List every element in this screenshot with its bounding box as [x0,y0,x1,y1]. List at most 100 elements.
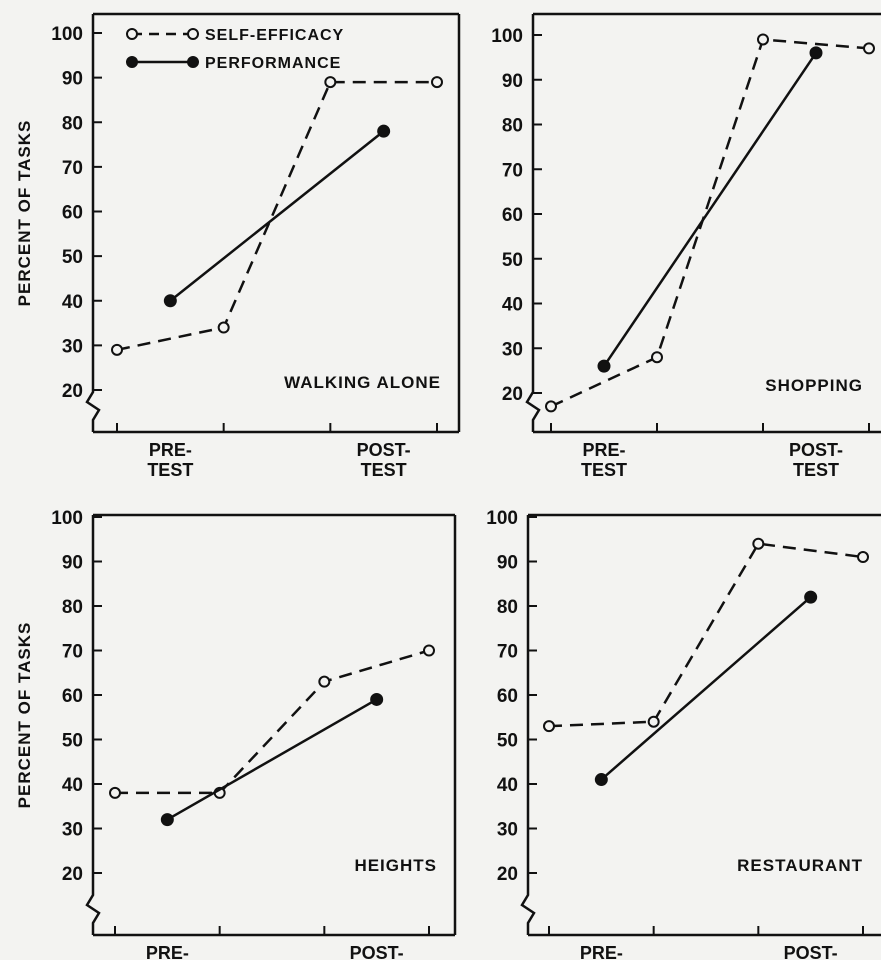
x-tick-label-bottom: TEST [581,460,627,480]
performance-point [804,590,818,604]
y-tick-label: 40 [62,292,83,313]
y-tick-label: 40 [502,295,523,316]
self-efficacy-point [111,343,123,356]
x-tick-label-top: POST- [784,943,838,960]
legend-label: SELF-EFFICACY [205,27,344,44]
legend-performance-marker [126,56,138,68]
self-efficacy-point [857,551,869,564]
chart-panel-4: 2030405060708090100PRE-TESTPOST-TESTREST… [486,508,881,960]
y-tick-label: 90 [62,69,83,90]
self-efficacy-point [863,42,875,55]
y-tick-label: 70 [502,160,523,181]
y-axis-label: PERCENT OF TASKS [15,622,34,809]
performance-line [166,698,378,821]
y-tick-label: 80 [62,597,83,618]
x-tick-label-top: PRE- [149,440,192,460]
y-tick-label: 100 [486,508,518,529]
chart-panel-1: 2030405060708090100PRE-TESTPOST-TESTPERC… [15,12,461,480]
y-tick-label: 60 [62,686,83,707]
y-tick-label: 30 [62,336,83,357]
y-tick-label: 80 [497,597,518,618]
y-tick-label: 50 [62,247,83,268]
x-tick-label-top: PRE- [146,943,189,960]
legend-self-efficacy-marker [126,28,138,40]
y-tick-label: 20 [62,381,83,402]
x-tick-label-top: POST- [350,943,404,960]
self-efficacy-point [545,400,557,413]
y-tick-label: 20 [502,384,523,405]
y-tick-label: 40 [62,775,83,796]
x-tick-label-top: POST- [357,440,411,460]
self-efficacy-line [116,80,437,352]
y-tick-label: 100 [51,508,83,529]
self-efficacy-point [647,715,660,728]
legend: SELF-EFFICACY PERFORMANCE [126,27,344,72]
y-tick-label: 80 [502,116,523,137]
y-axis-label: PERCENT OF TASKS [15,120,34,307]
self-efficacy-point [757,33,769,46]
self-efficacy-point [109,786,121,799]
chart-panel-2: 2030405060708090100PRE-TESTPOST-TESTSHOP… [491,12,881,480]
self-efficacy-point [324,76,337,89]
y-tick-label: 90 [502,71,523,92]
x-tick-label-bottom: TEST [793,460,839,480]
legend-self-efficacy-marker [187,28,199,40]
y-tick-label: 20 [497,864,518,885]
performance-point [160,813,174,827]
y-tick-label: 70 [62,158,83,179]
chart-panel-3: 2030405060708090100PRE-TESTPOST-TESTPERC… [15,508,457,960]
x-tick-label-bottom: TEST [147,460,193,480]
x-tick-label-top: PRE- [582,440,625,460]
performance-point [594,773,608,787]
y-tick-label: 60 [502,205,523,226]
legend-performance-marker [187,56,199,68]
y-tick-label: 30 [497,820,518,841]
y-tick-label: 50 [497,731,518,752]
panel-title: WALKING ALONE [284,373,441,392]
panel-title: SHOPPING [765,376,863,395]
performance-point [163,294,177,308]
panel-title: HEIGHTS [354,856,437,875]
self-efficacy-point [423,644,435,657]
legend-label: PERFORMANCE [205,55,341,72]
y-tick-label: 80 [62,113,83,134]
performance-line [169,130,385,302]
x-tick-label-bottom: TEST [361,460,407,480]
self-efficacy-point [543,720,555,733]
performance-point [597,359,611,373]
axis-left [525,14,541,432]
y-tick-label: 60 [62,203,83,224]
panel-title: RESTAURANT [737,856,863,875]
self-efficacy-point [318,675,331,688]
y-tick-label: 90 [497,553,518,574]
self-efficacy-line [115,649,430,795]
y-tick-label: 50 [502,250,523,271]
performance-point [377,124,391,138]
y-tick-label: 30 [62,820,83,841]
self-efficacy-point [651,351,663,364]
y-tick-label: 100 [51,24,83,45]
performance-point [370,692,384,706]
y-tick-label: 30 [502,339,523,360]
self-efficacy-line [548,542,864,728]
y-tick-label: 50 [62,731,83,752]
self-efficacy-line [550,38,870,408]
performance-point [809,46,823,60]
self-efficacy-point [752,537,765,550]
axis-left [85,14,101,432]
y-tick-label: 40 [497,775,518,796]
axis-left [85,515,101,935]
axis-left [520,515,536,935]
y-tick-label: 20 [62,864,83,885]
x-tick-label-top: PRE- [580,943,623,960]
y-tick-label: 60 [497,686,518,707]
performance-line [600,596,812,781]
self-efficacy-point [217,321,230,334]
y-tick-label: 90 [62,553,83,574]
y-tick-label: 100 [491,26,523,47]
y-tick-label: 70 [497,642,518,663]
x-tick-label-top: POST- [789,440,843,460]
y-tick-label: 70 [62,642,83,663]
performance-line [602,52,818,367]
